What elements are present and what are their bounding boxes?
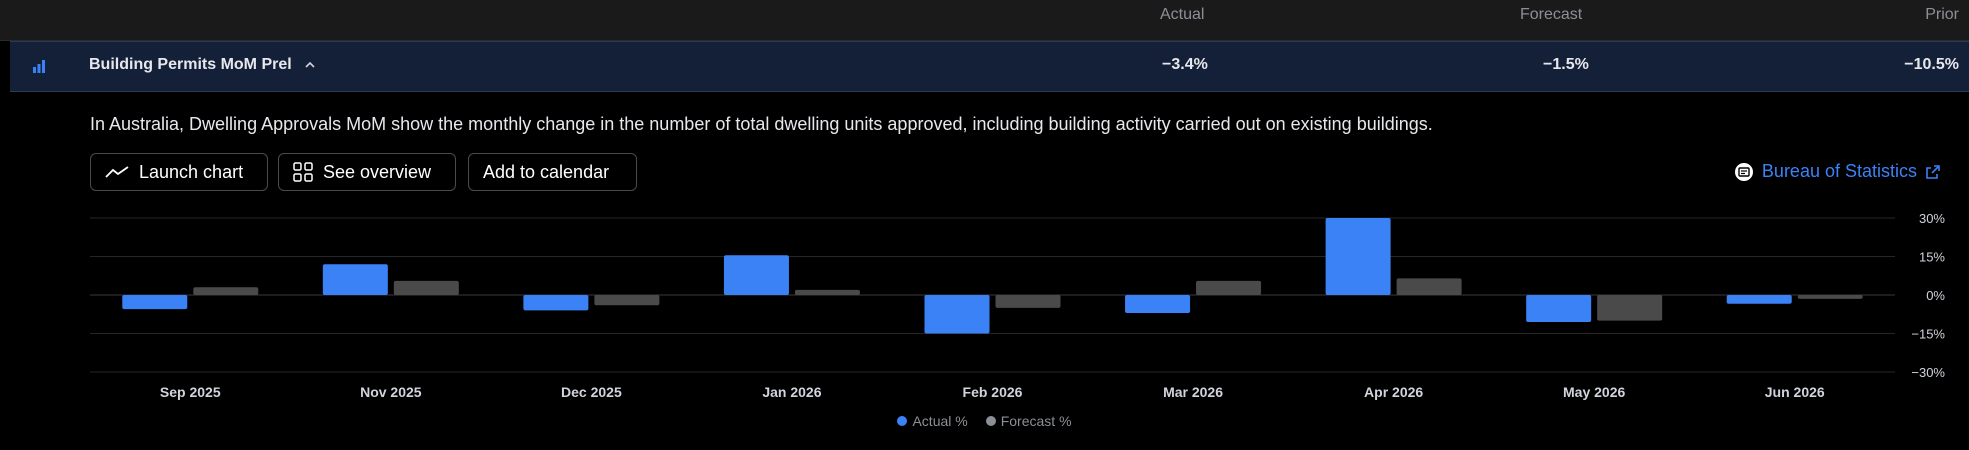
x-tick-label: Nov 2025 — [360, 384, 422, 400]
bar-forecast[interactable] — [1597, 295, 1663, 321]
event-actual: −3.4% — [1162, 56, 1208, 73]
x-tick-label: May 2026 — [1563, 384, 1625, 400]
y-tick-label: 0% — [1926, 288, 1945, 303]
see-overview-button[interactable]: See overview — [278, 153, 456, 191]
bar-actual[interactable] — [1526, 295, 1592, 322]
bar-actual[interactable] — [1325, 218, 1391, 295]
bar-chart: 30% 15% 0% −15% −30% Sep 2025 Nov 2025 Dec 2025… — [90, 211, 1945, 400]
y-tick-label: 30% — [1919, 211, 1945, 226]
table-header: Actual Forecast Prior — [0, 0, 1969, 41]
bar-actual[interactable] — [523, 295, 589, 311]
legend-item-forecast: Forecast % — [985, 413, 1072, 429]
bar-forecast[interactable] — [594, 295, 660, 306]
event-name[interactable]: Building Permits MoM Prel — [89, 56, 316, 74]
bar-forecast[interactable] — [193, 287, 259, 295]
header-forecast: Forecast — [1520, 6, 1583, 23]
bar-actual[interactable] — [924, 295, 990, 334]
bar-actual[interactable] — [322, 264, 388, 295]
x-tick-label: Jan 2026 — [762, 384, 821, 400]
see-overview-label: See overview — [323, 161, 432, 182]
legend-dot-forecast — [985, 416, 996, 426]
bar-actual[interactable] — [1726, 295, 1792, 304]
bar-forecast[interactable] — [995, 295, 1061, 308]
legend-dot-actual — [897, 416, 908, 426]
event-prior: −10.5% — [1904, 56, 1959, 73]
bar-forecast[interactable] — [794, 289, 860, 295]
x-tick-label: Sep 2025 — [160, 384, 221, 400]
launch-chart-label: Launch chart — [139, 161, 244, 182]
x-tick-label: Feb 2026 — [963, 384, 1023, 400]
x-tick-label: Jun 2026 — [1765, 384, 1825, 400]
event-name-label: Building Permits MoM Prel — [89, 56, 292, 73]
event-forecast: −1.5% — [1543, 56, 1589, 73]
news-icon — [1734, 162, 1753, 181]
event-row[interactable]: Building Permits MoM Prel −3.4% −1.5% −1… — [10, 41, 1969, 92]
source-label: Bureau of Statistics — [1761, 161, 1917, 181]
y-tick-label: −15% — [1911, 327, 1945, 342]
bar-forecast[interactable] — [1196, 280, 1262, 295]
bar-actual[interactable] — [1125, 295, 1191, 313]
x-tick-label: Mar 2026 — [1163, 384, 1223, 400]
bar-forecast[interactable] — [1396, 278, 1462, 295]
legend-item-actual: Actual % — [897, 413, 968, 429]
x-tick-label: Dec 2025 — [561, 384, 622, 400]
header-prior: Prior — [1925, 6, 1959, 23]
y-tick-label: 15% — [1919, 250, 1945, 265]
source-link[interactable]: Bureau of Statistics — [1734, 161, 1941, 182]
header-actual: Actual — [1160, 6, 1205, 23]
legend-label-actual: Actual % — [912, 413, 968, 429]
bar-actual[interactable] — [723, 255, 789, 295]
y-tick-label: −30% — [1911, 365, 1945, 380]
event-description: In Australia, Dwelling Approvals MoM sho… — [90, 114, 1433, 134]
bar-actual[interactable] — [122, 295, 188, 310]
chart-legend: Actual % Forecast % — [0, 413, 1969, 429]
x-tick-label: Apr 2026 — [1364, 384, 1423, 400]
chevron-up-icon[interactable] — [304, 61, 316, 69]
grid-icon — [293, 162, 313, 182]
line-chart-icon — [105, 166, 129, 178]
bar-forecast[interactable] — [393, 280, 459, 295]
add-to-calendar-label: Add to calendar — [483, 161, 610, 182]
launch-chart-button[interactable]: Launch chart — [90, 153, 268, 191]
external-link-icon — [1926, 164, 1940, 179]
legend-label-forecast: Forecast % — [1000, 413, 1072, 429]
bar-chart-icon — [33, 60, 45, 73]
bar-forecast[interactable] — [1797, 295, 1863, 299]
add-to-calendar-button[interactable]: Add to calendar — [468, 153, 637, 191]
